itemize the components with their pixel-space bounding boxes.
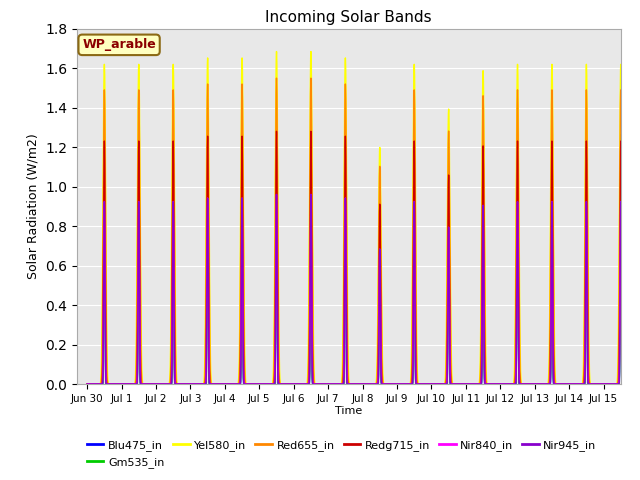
Nir840_in	[384, 381, 392, 387]
Yel580_in	[183, 381, 191, 387]
Nir945_in	[634, 381, 640, 387]
Red655_in	[159, 381, 166, 387]
Yel580_in	[273, 48, 280, 54]
Redg715_in	[245, 381, 253, 387]
Text: WP_arable: WP_arable	[82, 38, 156, 51]
Nir945_in	[384, 381, 392, 387]
Redg715_in	[83, 381, 91, 387]
Nir945_in	[391, 381, 399, 387]
Nir840_in	[391, 381, 399, 387]
Gm535_in	[634, 381, 640, 387]
Line: Redg715_in: Redg715_in	[87, 132, 638, 384]
Nir840_in	[83, 381, 91, 387]
Blu475_in	[384, 381, 392, 387]
Blu475_in	[245, 381, 253, 387]
Gm535_in	[183, 381, 191, 387]
Nir840_in	[183, 381, 191, 387]
Nir840_in	[159, 381, 166, 387]
Red655_in	[191, 381, 198, 387]
Nir945_in	[183, 381, 191, 387]
Red655_in	[245, 381, 253, 387]
X-axis label: Time: Time	[335, 407, 362, 417]
Yel580_in	[384, 381, 392, 387]
Gm535_in	[83, 381, 91, 387]
Blu475_in	[191, 381, 198, 387]
Line: Blu475_in: Blu475_in	[87, 138, 638, 384]
Blu475_in	[273, 135, 280, 141]
Gm535_in	[245, 381, 253, 387]
Y-axis label: Solar Radiation (W/m2): Solar Radiation (W/m2)	[26, 133, 40, 279]
Redg715_in	[183, 381, 191, 387]
Blu475_in	[391, 381, 399, 387]
Yel580_in	[634, 381, 640, 387]
Nir945_in	[273, 192, 280, 197]
Blu475_in	[634, 381, 640, 387]
Redg715_in	[391, 381, 399, 387]
Red655_in	[273, 75, 280, 81]
Blu475_in	[83, 381, 91, 387]
Gm535_in	[159, 381, 166, 387]
Yel580_in	[245, 381, 253, 387]
Gm535_in	[273, 122, 280, 128]
Nir945_in	[191, 381, 198, 387]
Line: Nir840_in: Nir840_in	[87, 194, 638, 384]
Redg715_in	[191, 381, 198, 387]
Legend: Blu475_in, Gm535_in, Yel580_in, Red655_in, Redg715_in, Nir840_in, Nir945_in: Blu475_in, Gm535_in, Yel580_in, Red655_i…	[83, 436, 601, 472]
Redg715_in	[634, 381, 640, 387]
Yel580_in	[391, 381, 399, 387]
Redg715_in	[159, 381, 166, 387]
Nir840_in	[273, 192, 280, 197]
Nir840_in	[191, 381, 198, 387]
Nir945_in	[245, 381, 253, 387]
Yel580_in	[159, 381, 166, 387]
Nir945_in	[159, 381, 166, 387]
Redg715_in	[384, 381, 392, 387]
Line: Yel580_in: Yel580_in	[87, 51, 638, 384]
Blu475_in	[159, 381, 166, 387]
Blu475_in	[183, 381, 191, 387]
Line: Gm535_in: Gm535_in	[87, 125, 638, 384]
Yel580_in	[191, 381, 198, 387]
Red655_in	[183, 381, 191, 387]
Nir945_in	[83, 381, 91, 387]
Nir840_in	[634, 381, 640, 387]
Redg715_in	[273, 129, 280, 134]
Gm535_in	[391, 381, 399, 387]
Red655_in	[391, 381, 399, 387]
Yel580_in	[83, 381, 91, 387]
Nir840_in	[245, 381, 253, 387]
Red655_in	[384, 381, 392, 387]
Title: Incoming Solar Bands: Incoming Solar Bands	[266, 10, 432, 25]
Gm535_in	[384, 381, 392, 387]
Red655_in	[634, 381, 640, 387]
Line: Nir945_in: Nir945_in	[87, 194, 638, 384]
Red655_in	[83, 381, 91, 387]
Gm535_in	[191, 381, 198, 387]
Line: Red655_in: Red655_in	[87, 78, 638, 384]
